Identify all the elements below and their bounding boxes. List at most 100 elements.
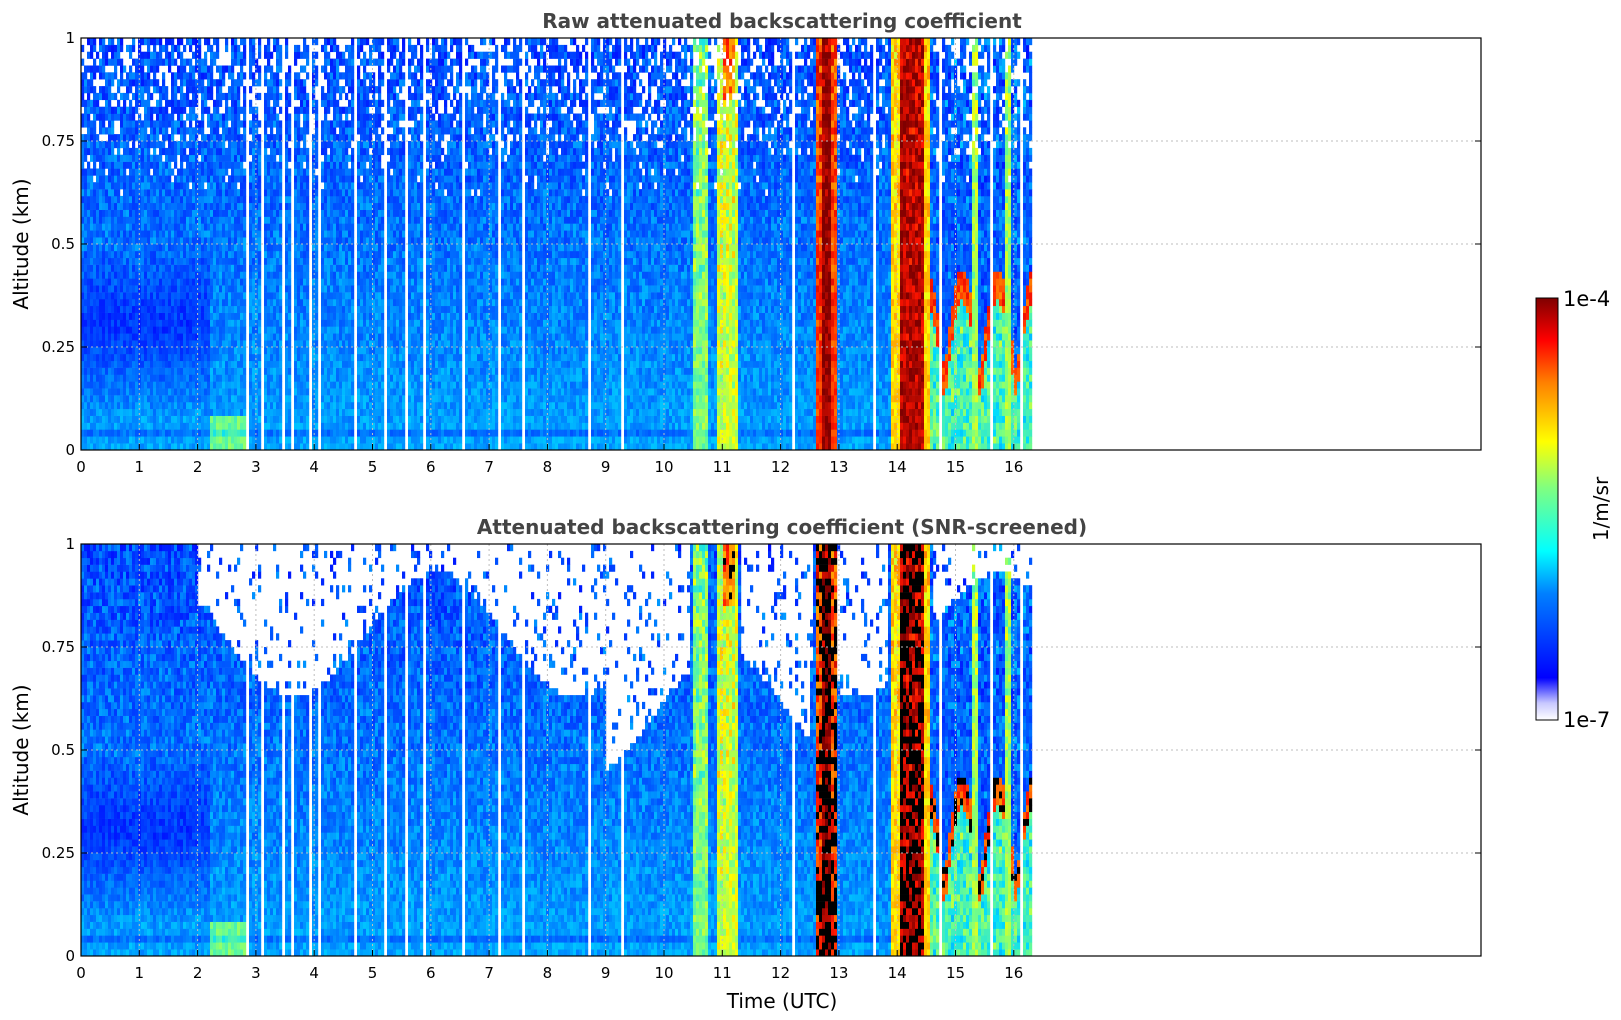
heatmap-cell bbox=[108, 44, 112, 53]
heatmap-cell bbox=[219, 381, 223, 389]
heatmap-cell bbox=[258, 38, 262, 46]
heatmap-cell bbox=[159, 257, 163, 265]
heatmap-cell bbox=[171, 395, 175, 403]
heatmap-cell bbox=[342, 189, 346, 197]
heatmap-cell bbox=[204, 415, 208, 423]
heatmap-cell bbox=[333, 92, 337, 101]
heatmap-cell bbox=[258, 443, 262, 451]
heatmap-cell bbox=[165, 99, 169, 107]
heatmap-cell bbox=[102, 182, 106, 190]
heatmap-cell bbox=[234, 422, 238, 430]
heatmap-cell bbox=[243, 312, 247, 320]
heatmap-cell bbox=[207, 374, 211, 382]
heatmap-cell bbox=[90, 319, 94, 327]
heatmap-cell bbox=[168, 202, 172, 210]
heatmap-cell bbox=[150, 92, 154, 101]
heatmap-cell bbox=[348, 134, 352, 142]
heatmap-cell bbox=[96, 381, 100, 389]
heatmap-cell bbox=[81, 168, 85, 176]
heatmap-cell bbox=[348, 278, 352, 286]
heatmap-cell bbox=[333, 360, 337, 368]
heatmap-cell bbox=[351, 106, 355, 114]
heatmap-cell bbox=[333, 333, 337, 341]
heatmap-cell bbox=[333, 374, 337, 382]
heatmap-cell bbox=[294, 127, 298, 135]
heatmap-cell bbox=[201, 175, 205, 183]
heatmap-cell bbox=[105, 209, 109, 217]
heatmap-cell bbox=[96, 360, 100, 368]
heatmap-cell bbox=[231, 408, 235, 416]
heatmap-cell bbox=[252, 319, 256, 327]
heatmap-cell bbox=[252, 195, 256, 204]
heatmap-cell bbox=[234, 367, 238, 375]
heatmap-cell bbox=[258, 216, 262, 224]
heatmap-cell bbox=[255, 216, 259, 224]
heatmap-cell bbox=[105, 72, 109, 80]
heatmap-cell bbox=[249, 189, 253, 197]
heatmap-cell bbox=[249, 401, 253, 410]
heatmap-cell bbox=[204, 292, 208, 300]
heatmap-cell bbox=[216, 175, 220, 183]
heatmap-cell bbox=[360, 92, 364, 101]
heatmap-cell bbox=[234, 216, 238, 224]
heatmap-cell bbox=[219, 209, 223, 217]
heatmap-cell bbox=[333, 44, 337, 53]
heatmap-cell bbox=[144, 264, 148, 272]
heatmap-cell bbox=[342, 401, 346, 410]
heatmap-cell bbox=[315, 244, 319, 252]
heatmap-cell bbox=[333, 58, 337, 66]
heatmap-cell bbox=[135, 271, 139, 279]
heatmap-cell bbox=[306, 374, 310, 382]
heatmap-cell bbox=[339, 250, 343, 259]
heatmap-cell bbox=[258, 257, 262, 265]
heatmap-cell bbox=[159, 202, 163, 210]
heatmap-cell bbox=[252, 51, 256, 59]
heatmap-cell bbox=[132, 264, 136, 272]
heatmap-cell bbox=[360, 271, 364, 279]
heatmap-cell bbox=[144, 360, 148, 368]
heatmap-cell bbox=[351, 230, 355, 238]
heatmap-cell bbox=[123, 388, 127, 396]
heatmap-cell bbox=[210, 250, 214, 259]
heatmap-cell bbox=[363, 347, 367, 355]
heatmap-cell bbox=[306, 381, 310, 389]
heatmap-cell bbox=[144, 175, 148, 183]
heatmap-cell bbox=[84, 347, 88, 355]
heatmap-cell bbox=[168, 305, 172, 313]
heatmap-cell bbox=[99, 168, 103, 176]
heatmap-cell bbox=[276, 374, 280, 382]
heatmap-cell bbox=[294, 360, 298, 368]
heatmap-cell bbox=[120, 292, 124, 300]
heatmap-cell bbox=[300, 415, 304, 423]
heatmap-cell bbox=[195, 326, 199, 334]
heatmap-cell bbox=[252, 182, 256, 190]
heatmap-cell bbox=[339, 147, 343, 156]
heatmap-cell bbox=[111, 436, 115, 444]
heatmap-cell bbox=[81, 429, 85, 437]
heatmap-cell bbox=[135, 319, 139, 327]
heatmap-cell bbox=[144, 353, 148, 362]
heatmap-cell bbox=[177, 298, 181, 307]
heatmap-cell bbox=[303, 388, 307, 396]
heatmap-cell bbox=[357, 278, 361, 286]
heatmap-cell bbox=[252, 147, 256, 156]
heatmap-cell bbox=[336, 209, 340, 217]
heatmap-cell bbox=[237, 223, 241, 231]
heatmap-cell bbox=[315, 250, 319, 259]
heatmap-cell bbox=[180, 415, 184, 423]
heatmap-cell bbox=[171, 120, 175, 128]
heatmap-cell bbox=[213, 250, 217, 259]
heatmap-cell bbox=[201, 381, 205, 389]
heatmap-cell bbox=[186, 223, 190, 231]
heatmap-cell bbox=[198, 360, 202, 368]
heatmap-cell bbox=[321, 92, 325, 101]
heatmap-cell bbox=[357, 264, 361, 272]
heatmap-cell bbox=[351, 223, 355, 231]
heatmap-cell bbox=[237, 134, 241, 142]
heatmap-cell bbox=[168, 99, 172, 107]
heatmap-cell bbox=[204, 443, 208, 451]
heatmap-cell bbox=[204, 72, 208, 80]
heatmap-cell bbox=[357, 168, 361, 176]
heatmap-cell bbox=[87, 340, 91, 348]
heatmap-cell bbox=[363, 51, 367, 59]
